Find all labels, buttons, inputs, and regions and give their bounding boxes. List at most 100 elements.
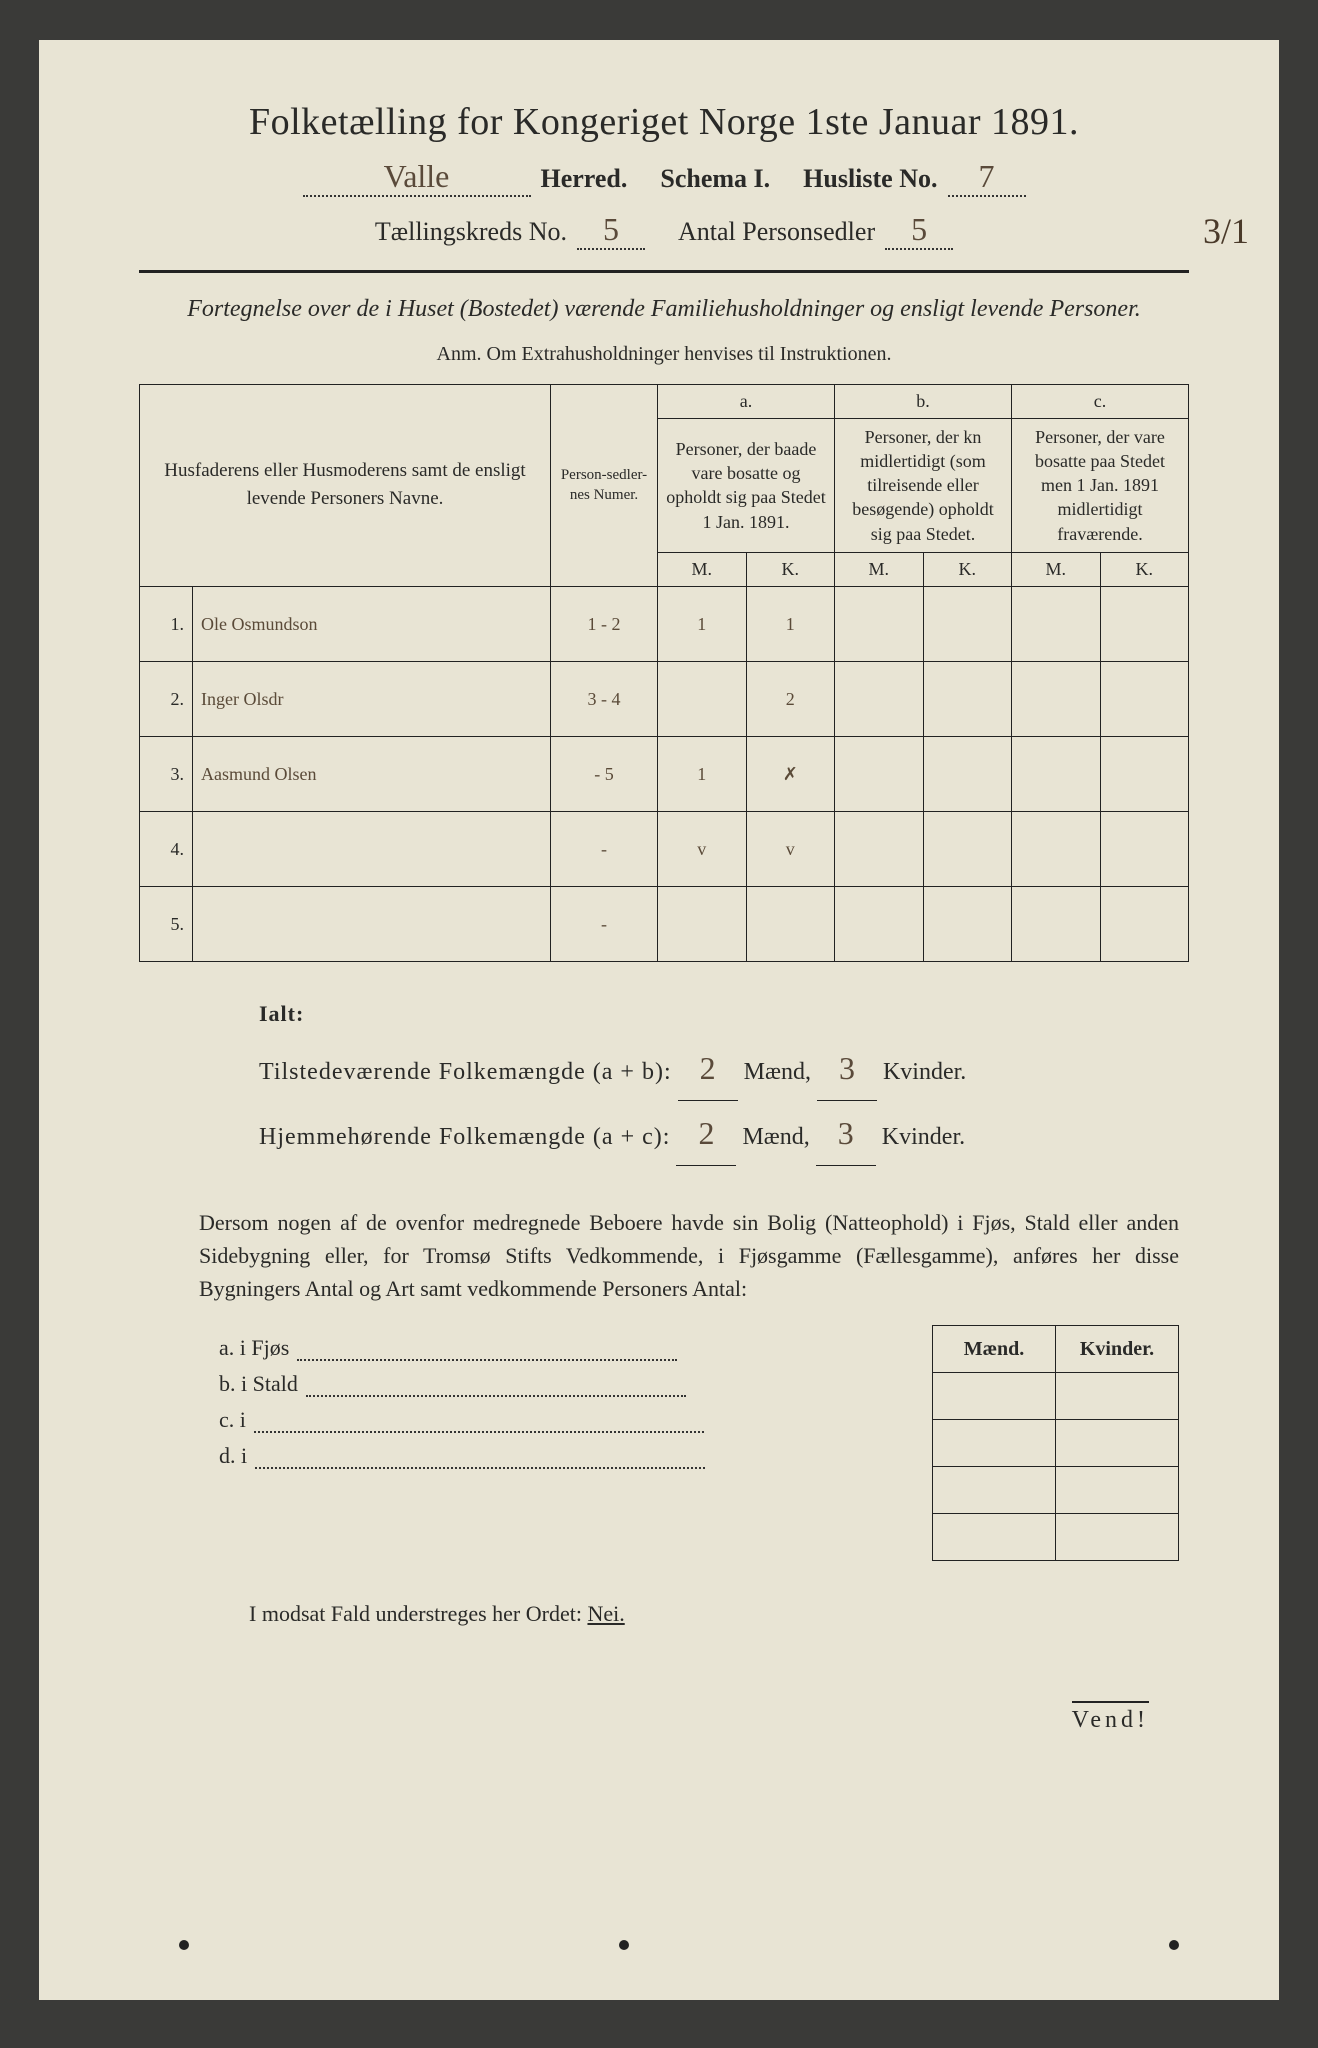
- row-number: 5.: [140, 887, 193, 962]
- numer-cell: -: [551, 812, 658, 887]
- a-m-cell: 1: [658, 587, 747, 662]
- header-line-1: Valle Herred. Schema I. Husliste No. 7: [139, 158, 1189, 197]
- c-k-cell: [1100, 587, 1189, 662]
- b-k-cell: [923, 587, 1012, 662]
- sub-row-d: d. i: [219, 1443, 912, 1469]
- name-cell: [193, 812, 551, 887]
- name-cell: Inger Olsdr: [193, 662, 551, 737]
- margin-annotation: 3/1: [1203, 210, 1249, 252]
- ialt-block: Ialt: Tilstedeværende Folkemængde (a + b…: [259, 992, 1129, 1166]
- table-row: 2.Inger Olsdr3 - 42: [140, 662, 1189, 737]
- table-body: 1.Ole Osmundson1 - 2112.Inger Olsdr3 - 4…: [140, 587, 1189, 962]
- a-k-cell: ✗: [746, 737, 835, 812]
- a-k-cell: v: [746, 812, 835, 887]
- b-m-cell: [835, 887, 924, 962]
- b-m-cell: [835, 737, 924, 812]
- col-name-header: Husfaderens eller Husmoderens samt de en…: [140, 384, 551, 586]
- row-number: 1.: [140, 587, 193, 662]
- husliste-value: 7: [979, 158, 995, 194]
- c-k-cell: [1100, 812, 1189, 887]
- sub-row-c: c. i: [219, 1407, 912, 1433]
- col-a-label: a.: [658, 384, 835, 418]
- a-k-cell: [746, 887, 835, 962]
- ialt-1-k: 3: [839, 1050, 855, 1086]
- mk-cell: [933, 1420, 1056, 1467]
- b-k-cell: [923, 737, 1012, 812]
- mk-cell: [933, 1373, 1056, 1420]
- col-a-k: K.: [746, 553, 835, 587]
- sub-left: a. i Fjøs b. i Stald c. i d. i: [219, 1325, 912, 1561]
- mk-cell: [1056, 1373, 1179, 1420]
- b-k-cell: [923, 662, 1012, 737]
- anm-note: Anm. Om Extrahusholdninger henvises til …: [139, 343, 1189, 366]
- col-b-k: K.: [923, 553, 1012, 587]
- numer-cell: - 5: [551, 737, 658, 812]
- header-line-2: Tællingskreds No. 5 Antal Personsedler 5: [139, 211, 1189, 250]
- a-m-cell: [658, 887, 747, 962]
- col-c-m: M.: [1012, 553, 1101, 587]
- ialt-2-m: 2: [698, 1115, 714, 1151]
- ink-dot-icon: [1169, 1940, 1179, 1950]
- name-cell: Ole Osmundson: [193, 587, 551, 662]
- sub-row-a: a. i Fjøs: [219, 1335, 912, 1361]
- row-number: 3.: [140, 737, 193, 812]
- kreds-value: 5: [603, 211, 619, 247]
- col-a-desc: Personer, der baade vare bosatte og opho…: [658, 418, 835, 552]
- divider-1: [139, 270, 1189, 273]
- a-m-cell: v: [658, 812, 747, 887]
- col-b-desc: Personer, der kn midlertidigt (som tilre…: [835, 418, 1012, 552]
- c-m-cell: [1012, 662, 1101, 737]
- col-c-k: K.: [1100, 553, 1189, 587]
- b-k-cell: [923, 887, 1012, 962]
- ialt-line-2: Hjemmehørende Folkemængde (a + c): 2 Mæn…: [259, 1101, 1129, 1166]
- c-m-cell: [1012, 587, 1101, 662]
- b-m-cell: [835, 587, 924, 662]
- table-row: 4.-vv: [140, 812, 1189, 887]
- c-m-cell: [1012, 737, 1101, 812]
- b-k-cell: [923, 812, 1012, 887]
- mk-m-header: Mænd.: [933, 1326, 1056, 1373]
- name-cell: Aasmund Olsen: [193, 737, 551, 812]
- c-m-cell: [1012, 812, 1101, 887]
- b-m-cell: [835, 662, 924, 737]
- mk-k-header: Kvinder.: [1056, 1326, 1179, 1373]
- ink-dot-icon: [179, 1940, 189, 1950]
- a-k-cell: 1: [746, 587, 835, 662]
- paragraph: Dersom nogen af de ovenfor medregnede Be…: [199, 1206, 1179, 1305]
- vend: Vend!: [139, 1707, 1149, 1734]
- ialt-line-1: Tilstedeværende Folkemængde (a + b): 2 M…: [259, 1036, 1129, 1101]
- table-head: Husfaderens eller Husmoderens samt de en…: [140, 384, 1189, 586]
- sub-table: a. i Fjøs b. i Stald c. i d. i Mænd. Kvi…: [219, 1325, 1179, 1561]
- mk-cell: [1056, 1514, 1179, 1561]
- c-k-cell: [1100, 737, 1189, 812]
- a-m-cell: 1: [658, 737, 747, 812]
- numer-cell: 1 - 2: [551, 587, 658, 662]
- ialt-label: Ialt:: [259, 992, 1129, 1036]
- sub-row-b: b. i Stald: [219, 1371, 912, 1397]
- mk-table: Mænd. Kvinder.: [932, 1325, 1179, 1561]
- subtitle: Fortegnelse over de i Huset (Bostedet) v…: [179, 293, 1149, 327]
- table-row: 5.-: [140, 887, 1189, 962]
- col-c-label: c.: [1012, 384, 1189, 418]
- col-c-desc: Personer, der vare bosatte paa Stedet me…: [1012, 418, 1189, 552]
- col-a-m: M.: [658, 553, 747, 587]
- husliste-label: Husliste No.: [803, 164, 937, 194]
- footer-line: I modsat Fald understreges her Ordet: Ne…: [249, 1601, 1189, 1627]
- mk-cell: [1056, 1467, 1179, 1514]
- ialt-2-k: 3: [838, 1115, 854, 1151]
- a-m-cell: [658, 662, 747, 737]
- antal-label: Antal Personsedler: [678, 217, 875, 247]
- row-number: 4.: [140, 812, 193, 887]
- herred-label: Herred.: [541, 164, 628, 194]
- col-b-m: M.: [835, 553, 924, 587]
- mk-cell: [1056, 1420, 1179, 1467]
- main-table: Husfaderens eller Husmoderens samt de en…: [139, 384, 1189, 962]
- kreds-label: Tællingskreds No.: [375, 217, 567, 247]
- herred-value: Valle: [384, 158, 450, 194]
- c-k-cell: [1100, 887, 1189, 962]
- mk-cell: [933, 1467, 1056, 1514]
- ink-dot-icon: [619, 1940, 629, 1950]
- nei-word: Nei.: [587, 1601, 624, 1626]
- page-title: Folketælling for Kongeriget Norge 1ste J…: [139, 100, 1189, 144]
- c-k-cell: [1100, 662, 1189, 737]
